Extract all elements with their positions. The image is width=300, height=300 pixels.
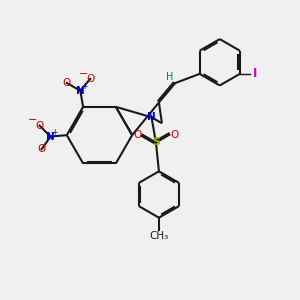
Text: O: O xyxy=(171,130,179,140)
Text: −: − xyxy=(28,115,38,125)
Text: O: O xyxy=(133,130,141,140)
Text: S: S xyxy=(152,137,160,148)
Text: H: H xyxy=(166,72,173,82)
Text: N: N xyxy=(76,86,85,96)
Text: O: O xyxy=(35,121,44,130)
Text: +: + xyxy=(52,128,58,137)
Text: O: O xyxy=(63,78,71,88)
Text: N: N xyxy=(147,112,156,122)
Text: N: N xyxy=(46,132,55,142)
Text: −: − xyxy=(79,68,88,79)
Text: O: O xyxy=(38,144,46,154)
Text: O: O xyxy=(86,74,94,84)
Text: +: + xyxy=(81,82,88,91)
Text: I: I xyxy=(253,68,257,80)
Text: CH₃: CH₃ xyxy=(149,230,169,241)
